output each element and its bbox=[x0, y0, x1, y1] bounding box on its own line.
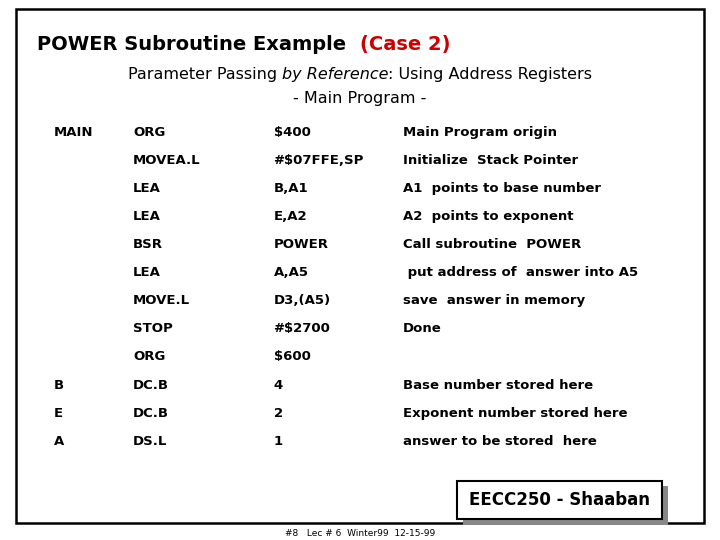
Text: save  answer in memory: save answer in memory bbox=[403, 294, 585, 307]
Text: A: A bbox=[54, 435, 64, 448]
Text: by Reference: by Reference bbox=[282, 67, 388, 82]
Text: Initialize  Stack Pointer: Initialize Stack Pointer bbox=[403, 154, 578, 167]
Text: STOP: STOP bbox=[133, 322, 173, 335]
Text: LEA: LEA bbox=[133, 210, 161, 223]
Text: MOVE.L: MOVE.L bbox=[133, 294, 190, 307]
Text: ORG: ORG bbox=[133, 350, 166, 363]
Text: EECC250 - Shaaban: EECC250 - Shaaban bbox=[469, 491, 650, 509]
Text: DS.L: DS.L bbox=[133, 435, 168, 448]
Text: : Using Address Registers: : Using Address Registers bbox=[388, 67, 593, 82]
Text: 2: 2 bbox=[274, 407, 283, 420]
Text: (Case 2): (Case 2) bbox=[360, 35, 451, 54]
Text: $400: $400 bbox=[274, 126, 310, 139]
Text: Main Program origin: Main Program origin bbox=[403, 126, 557, 139]
Text: A,A5: A,A5 bbox=[274, 266, 309, 279]
Text: Call subroutine  POWER: Call subroutine POWER bbox=[403, 238, 582, 251]
Text: LEA: LEA bbox=[133, 182, 161, 195]
FancyBboxPatch shape bbox=[463, 486, 668, 525]
Text: DC.B: DC.B bbox=[133, 379, 169, 392]
Text: #8   Lec # 6  Winter99  12-15-99: #8 Lec # 6 Winter99 12-15-99 bbox=[285, 529, 435, 538]
Text: Parameter Passing: Parameter Passing bbox=[127, 67, 282, 82]
Text: DC.B: DC.B bbox=[133, 407, 169, 420]
Text: BSR: BSR bbox=[133, 238, 163, 251]
Text: LEA: LEA bbox=[133, 266, 161, 279]
Text: 1: 1 bbox=[274, 435, 283, 448]
Text: E,A2: E,A2 bbox=[274, 210, 307, 223]
Text: Done: Done bbox=[403, 322, 442, 335]
Text: POWER: POWER bbox=[274, 238, 328, 251]
Text: MOVEA.L: MOVEA.L bbox=[133, 154, 201, 167]
Text: 4: 4 bbox=[274, 379, 283, 392]
Text: A1  points to base number: A1 points to base number bbox=[403, 182, 601, 195]
Text: #$07FFE,SP: #$07FFE,SP bbox=[274, 154, 364, 167]
Text: A2  points to exponent: A2 points to exponent bbox=[403, 210, 574, 223]
Text: answer to be stored  here: answer to be stored here bbox=[403, 435, 597, 448]
Text: #$2700: #$2700 bbox=[274, 322, 330, 335]
Text: POWER Subroutine Example: POWER Subroutine Example bbox=[37, 35, 360, 54]
FancyBboxPatch shape bbox=[457, 481, 662, 519]
Text: Exponent number stored here: Exponent number stored here bbox=[403, 407, 628, 420]
Text: D3,(A5): D3,(A5) bbox=[274, 294, 330, 307]
FancyBboxPatch shape bbox=[16, 9, 704, 523]
Text: Base number stored here: Base number stored here bbox=[403, 379, 593, 392]
Text: E: E bbox=[54, 407, 63, 420]
Text: $600: $600 bbox=[274, 350, 310, 363]
Text: ORG: ORG bbox=[133, 126, 166, 139]
Text: B: B bbox=[54, 379, 64, 392]
Text: - Main Program -: - Main Program - bbox=[293, 91, 427, 106]
Text: B,A1: B,A1 bbox=[274, 182, 308, 195]
Text: put address of  answer into A5: put address of answer into A5 bbox=[403, 266, 639, 279]
Text: MAIN: MAIN bbox=[54, 126, 94, 139]
